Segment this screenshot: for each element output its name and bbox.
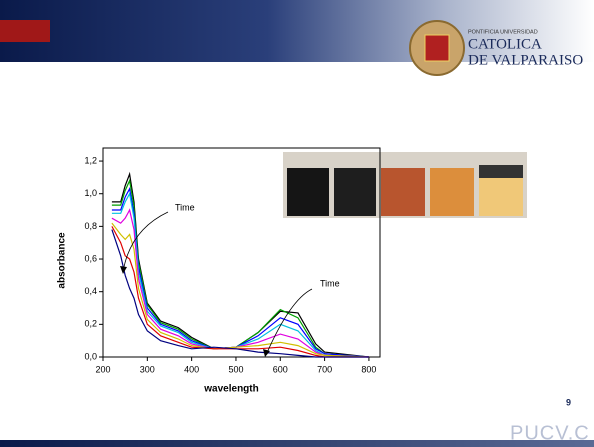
beaker [287, 168, 329, 216]
x-tick-label: 700 [317, 364, 332, 374]
y-tick-label: 1,0 [84, 188, 97, 198]
logo-text: PONTIFICIA UNIVERSIDAD [468, 29, 538, 35]
annotation: Time [175, 202, 195, 212]
logo-shield [425, 35, 449, 61]
page-number: 9 [566, 397, 571, 407]
page: PONTIFICIA UNIVERSIDAD CATOLICA DE VALPA… [0, 0, 594, 447]
x-axis-label: wavelength [203, 384, 258, 395]
x-tick-label: 200 [95, 364, 110, 374]
logo-text: DE VALPARAISO [468, 52, 583, 68]
y-tick-label: 0,4 [84, 286, 97, 296]
annotation: Time [320, 278, 340, 288]
x-tick-label: 600 [273, 364, 288, 374]
y-axis-label: absorbance [57, 232, 68, 289]
beaker [430, 168, 474, 216]
y-tick-label: 0,6 [84, 253, 97, 263]
y-tick-label: 1,2 [84, 155, 97, 165]
beaker [479, 178, 523, 216]
header-accent [0, 20, 50, 42]
x-tick-label: 800 [361, 364, 376, 374]
y-tick-label: 0,0 [84, 351, 97, 361]
x-tick-label: 400 [184, 364, 199, 374]
footer-band [0, 440, 594, 447]
footer-text: pucv.c [510, 422, 590, 444]
slide: PONTIFICIA UNIVERSIDAD CATOLICA DE VALPA… [0, 0, 594, 447]
y-tick-label: 0,8 [84, 221, 97, 231]
beaker [479, 165, 523, 178]
beaker [381, 168, 425, 216]
photo [283, 152, 527, 218]
logo-text: CATOLICA [468, 36, 542, 52]
x-tick-label: 500 [228, 364, 243, 374]
y-tick-label: 0,2 [84, 319, 97, 329]
x-tick-label: 300 [140, 364, 155, 374]
beaker [334, 168, 376, 216]
